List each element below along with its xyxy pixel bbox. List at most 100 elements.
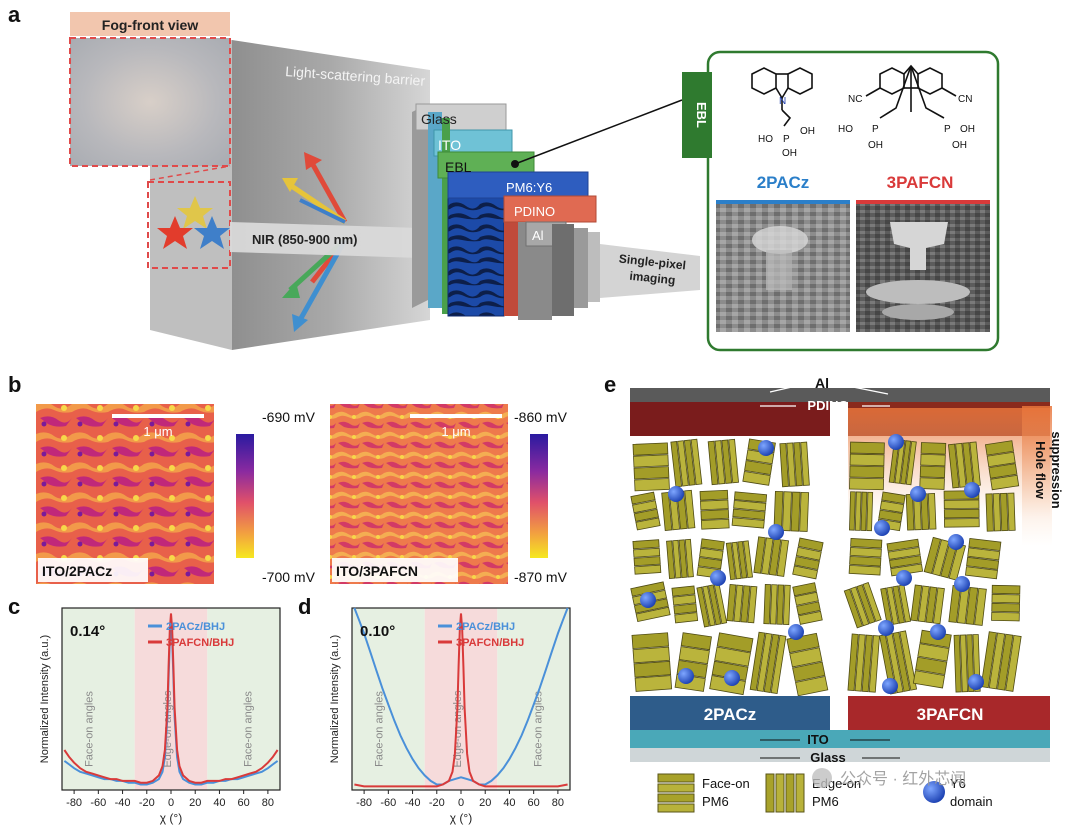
right-pm6-stack-9	[985, 492, 1016, 532]
chart-d-legend-label-1: 3PAFCN/BHJ	[456, 637, 524, 649]
chart-c-legend-label-0: 2PACz/BHJ	[166, 621, 225, 633]
left-pm6-stack-18	[696, 583, 728, 628]
left-y6-domain-7	[678, 668, 694, 684]
mol2-name: 3PAFCN	[887, 173, 954, 192]
left-pm6-stack-15	[792, 537, 824, 580]
left-y6-domain-1	[668, 486, 684, 502]
glass-layer	[630, 748, 1050, 762]
chart-d-xtick-label-1: -60	[380, 797, 396, 809]
chart-c-xtick-label-5: 20	[189, 797, 201, 809]
chart-d-series-1-line	[354, 613, 568, 788]
chart-d-xtick-label-8: 80	[552, 797, 564, 809]
nir-beam	[230, 222, 420, 258]
chart-d-xtick-label-2: -40	[405, 797, 421, 809]
layer-glass: Glass	[421, 111, 457, 127]
hole-label-1: Hole flow	[1033, 441, 1048, 500]
right-base-label: 3PAFCN	[917, 705, 984, 724]
left-base-label: 2PACz	[704, 705, 757, 724]
al-label: Al	[815, 375, 829, 391]
chart-c-region-label-0: Face-on angles	[83, 691, 95, 767]
chart-d-legend-label-0: 2PACz/BHJ	[456, 621, 515, 633]
right-pm6-stack-14	[843, 582, 882, 629]
molecule-2pacz	[751, 67, 813, 127]
chart-c-series-1-line	[63, 613, 279, 784]
left-pm6-stack-11	[666, 538, 694, 579]
chart-c-xlabel: χ (°)	[160, 811, 182, 825]
left-pm6-stack-9	[773, 490, 810, 532]
chart-c-ylabel: Normalized Intensity (a.u.)	[39, 635, 51, 763]
colorbar-left-max: -690 mV	[262, 409, 316, 425]
chart-c-angle-label: 0.14°	[70, 623, 105, 640]
left-pm6-stack-10	[632, 539, 662, 575]
chart-d-xtick-label-5: 20	[479, 797, 491, 809]
legend-edge-on-icon	[765, 773, 805, 813]
legend-y6-1: Y6	[950, 776, 966, 791]
chart-d-ylabel: Normalized Intensity (a.u.)	[329, 635, 341, 763]
legend-face-on-2: PM6	[702, 794, 729, 809]
al-electrode	[630, 388, 1050, 402]
left-pm6-stack-22	[631, 632, 673, 692]
right-pm6-stack-15	[880, 584, 911, 626]
left-y6-domain-0	[758, 440, 774, 456]
panel-a-letter: a	[8, 2, 21, 27]
right-pm6-stack-0	[849, 441, 885, 491]
mol2-oh-3: OH	[952, 140, 967, 151]
right-pm6-stack-23	[980, 631, 1022, 692]
right-pm6-stack-4	[984, 440, 1020, 491]
legend-face-on-1: Face-on	[702, 776, 750, 791]
fog-label: Fog-front view	[102, 17, 199, 33]
chart-d-region-1	[424, 608, 498, 790]
chart-c-region-2	[207, 608, 280, 790]
left-pm6-stack-1	[670, 438, 703, 488]
kpfm-label-right: ITO/3PAFCN	[336, 563, 418, 579]
layer-pm6y6: PM6:Y6	[506, 180, 552, 195]
right-pm6-stack-19	[847, 633, 880, 693]
right-y6-domain-7	[878, 620, 894, 636]
left-pm6-stack-20	[763, 583, 791, 626]
chart-c: Face-on angles Edge-on angles Face-on angl…	[39, 607, 281, 825]
right-y6-domain-5	[896, 570, 912, 586]
mol1-oh-2: OH	[782, 148, 797, 159]
ito-label: ITO	[807, 732, 828, 747]
3pafcn-layer	[848, 696, 1050, 730]
mol1-oh-1: OH	[800, 126, 815, 137]
pdino-label: PDINO	[807, 398, 848, 413]
star-blue-icon	[194, 216, 230, 249]
chart-d-xtick-label-7: 60	[528, 797, 540, 809]
colorbar-right-min: -870 mV	[514, 569, 568, 585]
kpfm-map-3pafcn	[330, 404, 508, 584]
nir-label: NIR (850-900 nm)	[252, 232, 357, 247]
chart-c-xtick-label-6: 40	[213, 797, 225, 809]
panel-e-figure: Al PDINO Hole flow suppression 2PACz 3PA…	[630, 375, 1064, 813]
left-y6-domain-4	[640, 592, 656, 608]
chart-c-xtick-label-0: -80	[66, 797, 82, 809]
left-pm6-stack-19	[726, 584, 758, 624]
scale-bar-left: 1 μm	[143, 424, 172, 439]
right-pm6-stack-3	[948, 441, 981, 489]
left-pm6-stack-21	[792, 582, 823, 625]
fog-label-bg	[70, 12, 230, 36]
chart-c-xtick-label-2: -40	[115, 797, 131, 809]
right-pm6-stack-13	[965, 537, 1002, 580]
left-pm6-stack-5	[630, 491, 661, 531]
mol1-ho: HO	[758, 134, 773, 145]
legend-face-on-icon	[657, 773, 695, 813]
right-pm6-stack-5	[849, 491, 874, 532]
panel-b-figure: 1 μm ITO/2PACz -690 mV -700 mV 1 μm ITO/…	[36, 404, 568, 585]
left-pm6-stack-4	[779, 441, 810, 488]
colorbar-right	[530, 434, 548, 558]
mol1-phosphorus: P	[783, 134, 790, 145]
imaging-label-2: imaging	[629, 269, 676, 288]
left-pm6-stack-17	[671, 585, 699, 624]
left-pm6-stack-23	[674, 632, 712, 692]
glass-label: Glass	[810, 750, 845, 765]
watermark-text: 公众号 · 红外芯闻	[840, 770, 966, 788]
right-y6-domain-9	[882, 678, 898, 694]
left-pm6-stack-7	[699, 489, 730, 530]
right-y6-domain-10	[968, 674, 984, 690]
left-pm6-stack-0	[632, 442, 670, 492]
left-y6-domain-2	[768, 524, 784, 540]
imaging-beam	[600, 244, 700, 298]
mol2-nc: NC	[848, 94, 862, 105]
left-pm6-stack-25	[749, 631, 787, 695]
